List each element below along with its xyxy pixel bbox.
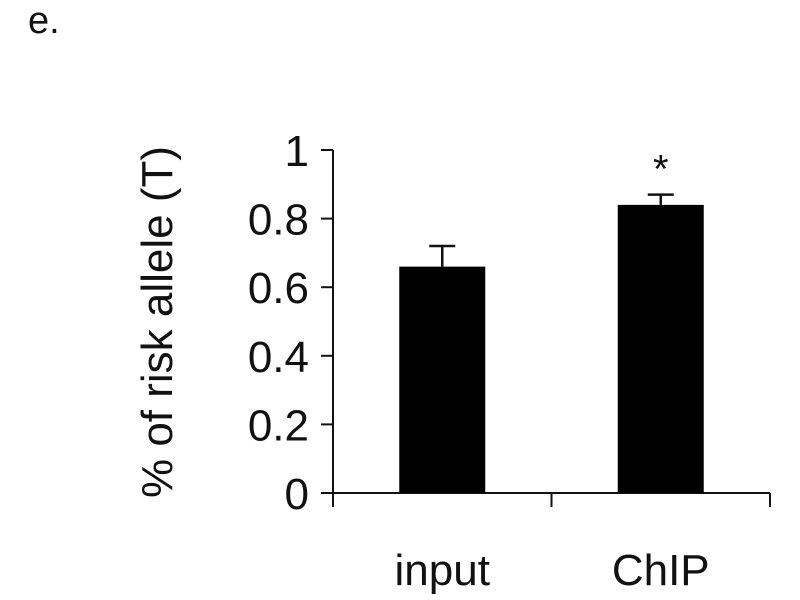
x-axis	[332, 492, 771, 507]
y-axis: 0 0.2 0.4 0.6 0.8 1	[248, 127, 334, 519]
y-tick-label: 0.8	[248, 196, 309, 245]
y-tick-label: 0	[285, 470, 309, 519]
error-bars: *	[429, 148, 674, 267]
y-tick-label: 1	[285, 127, 309, 176]
bars	[399, 204, 704, 493]
significance-marker: *	[653, 148, 669, 192]
category-label-chip: ChIP	[612, 546, 710, 595]
category-label-input: input	[395, 546, 490, 595]
y-tick-label: 0.2	[248, 401, 309, 450]
bar-input	[399, 266, 486, 493]
bar-chip	[617, 204, 704, 493]
category-labels: input ChIP	[395, 546, 710, 595]
y-tick-label: 0.4	[248, 333, 309, 382]
y-axis-label: % of risk allele (T)	[133, 146, 182, 498]
y-tick-label: 0.6	[248, 264, 309, 313]
panel-label: e.	[28, 0, 60, 42]
